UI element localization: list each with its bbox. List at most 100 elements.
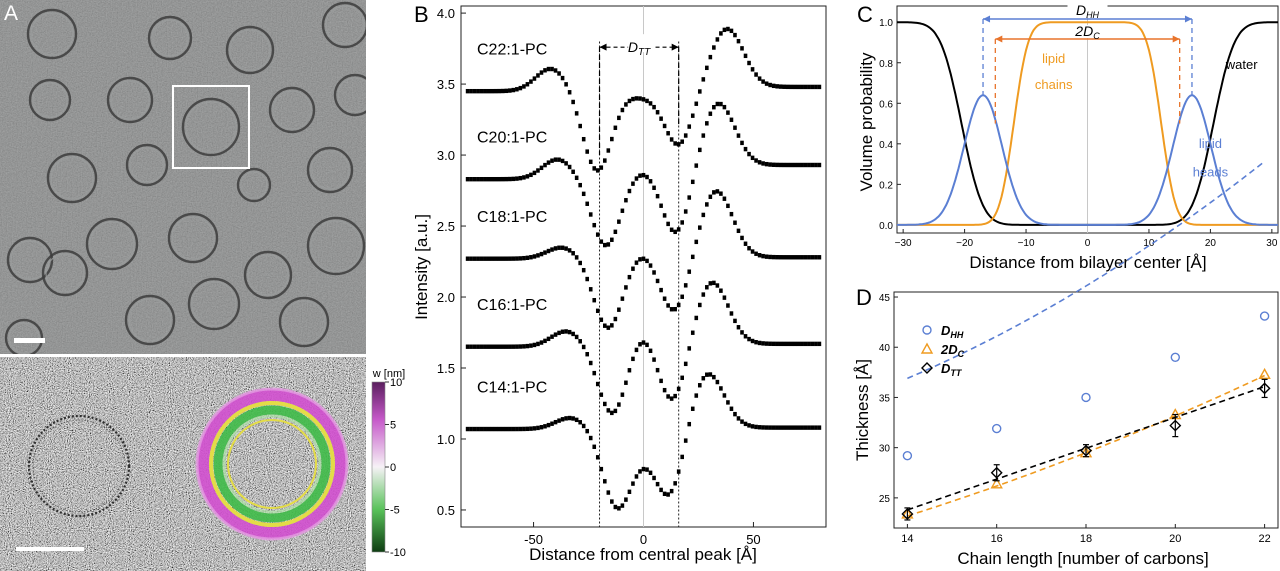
data-point (669, 137, 674, 142)
data-point (522, 175, 526, 180)
data-point (479, 426, 484, 432)
data-point (645, 342, 649, 348)
data-point (687, 421, 692, 427)
y-axis-label: Thickness [Å] (853, 359, 872, 461)
data-point (592, 222, 597, 228)
data-point (508, 176, 512, 182)
data-point (641, 97, 646, 102)
data-point (543, 162, 547, 168)
series-label: C18:1-PC (477, 209, 547, 226)
data-point (617, 307, 621, 312)
data-point (655, 193, 660, 199)
vesicle (6, 236, 54, 284)
data-point (567, 248, 572, 253)
marker-circle (902, 450, 913, 461)
data-point (729, 28, 734, 34)
data-point (655, 367, 660, 373)
data-point (810, 162, 815, 168)
colorbar-ticks: 10 5 0 -5 -10 (385, 377, 406, 559)
data-point (536, 341, 540, 347)
data-point (814, 255, 818, 260)
data-point (620, 208, 625, 213)
data-point (757, 425, 762, 430)
data-point (817, 255, 822, 260)
panel-c-ticks: 0.0 0.2 0.4 0.6 0.8 1.0 −30 −20 −10 0 10 20 30 (879, 6, 1278, 249)
data-point (578, 123, 582, 129)
data-point (775, 341, 779, 347)
data-point (511, 256, 516, 261)
data-point (581, 136, 586, 142)
data-point (634, 176, 639, 181)
data-point (578, 182, 582, 188)
data-point (476, 426, 480, 432)
panel-a-micrographs: A w [nm] 10 5 0 -5 -10 (0, 0, 415, 571)
data-point (518, 426, 523, 432)
series-C18:1-PC: C18:1-PC (465, 189, 822, 330)
vesicle (306, 146, 354, 194)
colorbar: w [nm] 10 5 0 -5 -10 (369, 357, 415, 571)
data-point (778, 84, 783, 89)
data-point (761, 425, 765, 430)
data-point (666, 303, 670, 308)
data-point (592, 166, 597, 171)
data-point (529, 79, 533, 84)
vesicle (268, 86, 316, 134)
data-point (789, 84, 794, 90)
panel-b-label: B (414, 2, 429, 27)
data-point (631, 481, 635, 486)
panel-b-series: C22:1-PC C20:1-PC C18:1-PC C16:1-PC C14:1-PC (465, 26, 822, 511)
data-point (571, 416, 575, 421)
data-point (652, 104, 656, 110)
data-point (493, 344, 498, 349)
data-point (539, 165, 544, 171)
panel-d-label: D (856, 285, 872, 310)
data-point (747, 423, 751, 428)
data-point (620, 503, 625, 508)
panel-d-thickness: D 25 30 35 40 45 14 16 18 20 22 DHH 2DC DTT Chain l… (853, 160, 1279, 568)
data-point (715, 101, 720, 107)
data-point (595, 308, 600, 314)
data-point (529, 343, 533, 348)
data-point (662, 296, 667, 301)
data-point (673, 229, 677, 235)
data-point (567, 329, 572, 335)
data-point (768, 82, 772, 88)
data-point (486, 88, 491, 94)
data-point (617, 219, 621, 224)
data-point (715, 283, 720, 288)
data-point (550, 247, 554, 252)
vesicle-rings (4, 1, 366, 354)
data-point (571, 99, 575, 105)
data-point (603, 323, 607, 328)
data-point (574, 111, 579, 116)
data-point (807, 162, 811, 168)
data-point (486, 426, 491, 432)
data-point (708, 194, 713, 199)
plot-frame (893, 291, 1279, 529)
vesicle (106, 76, 154, 124)
data-point (757, 340, 762, 346)
series-C22:1-PC: C22:1-PC (465, 26, 822, 173)
data-point (567, 164, 572, 170)
heads-label-line2: heads (1193, 164, 1229, 179)
data-point (469, 256, 473, 261)
panel-b-guides (599, 6, 680, 527)
data-point (581, 191, 586, 197)
data-point (546, 336, 551, 342)
data-point (574, 255, 579, 260)
data-point (659, 287, 663, 293)
data-point (800, 84, 804, 90)
data-point (715, 37, 720, 42)
data-point (606, 242, 611, 247)
data-point (792, 84, 797, 90)
data-point (479, 256, 484, 261)
data-point (743, 334, 748, 339)
data-point (511, 87, 516, 93)
data-point (613, 316, 618, 322)
data-point (574, 175, 579, 181)
data-point (564, 416, 568, 421)
y-tick-label: 35 (879, 393, 891, 404)
data-point (518, 256, 523, 261)
